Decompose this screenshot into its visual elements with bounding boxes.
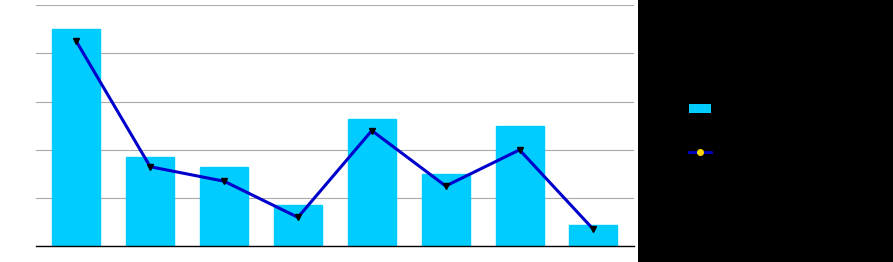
Bar xyxy=(126,157,174,246)
Bar xyxy=(421,174,470,246)
Bar xyxy=(496,126,544,246)
Bar xyxy=(570,225,617,246)
Bar xyxy=(53,29,100,246)
Bar xyxy=(347,118,396,246)
Legend: , : , xyxy=(689,104,715,158)
Bar xyxy=(274,205,322,246)
Bar xyxy=(200,167,248,246)
